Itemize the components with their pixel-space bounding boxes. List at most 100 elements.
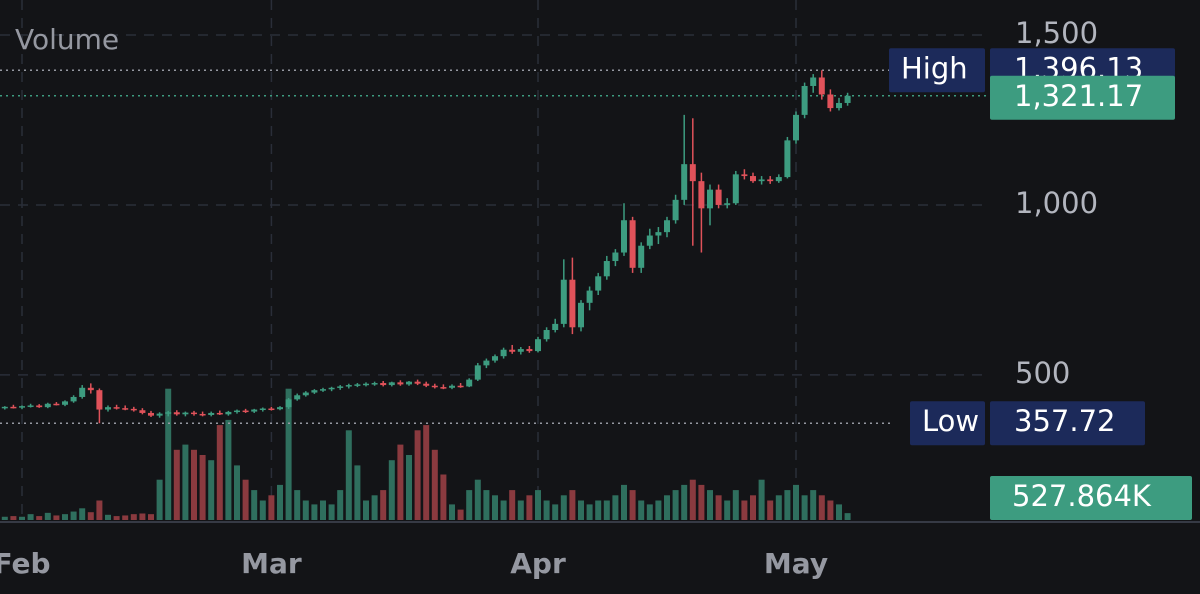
candle-body: [844, 95, 851, 103]
candle-body: [328, 387, 335, 390]
volume-bar: [535, 490, 541, 520]
candle-body: [87, 387, 94, 391]
candle-body: [79, 387, 86, 397]
volume-bar: [10, 516, 17, 520]
candle-body: [208, 412, 215, 415]
candle-body: [664, 220, 670, 233]
volume-bar: [621, 484, 627, 520]
volume-bar: [732, 490, 739, 520]
candle-body: [732, 174, 739, 204]
volume-bar: [36, 516, 43, 520]
candle-body: [698, 181, 705, 209]
volume-bar: [216, 425, 223, 520]
candle-body: [302, 392, 309, 396]
volume-bar: [414, 430, 421, 520]
candle-body: [629, 220, 636, 268]
volume-bar: [767, 500, 774, 520]
candle-body: [182, 412, 189, 415]
y-tick-label: 1,500: [1015, 16, 1098, 50]
volume-bar: [62, 514, 68, 520]
candle-body: [758, 179, 765, 182]
volume-bar: [655, 500, 662, 520]
candle-body: [603, 261, 610, 277]
candle-body: [655, 232, 662, 236]
y-tick-label: 1,000: [1015, 186, 1098, 220]
volume-bar: [320, 500, 326, 520]
candle-body: [715, 189, 722, 205]
volume-bar: [371, 495, 378, 520]
volume-bar: [612, 495, 619, 520]
candle-body: [148, 412, 154, 416]
volume-bar: [492, 495, 498, 520]
candle-body: [191, 412, 197, 415]
volume-bar: [707, 490, 713, 520]
volume-bar: [664, 495, 670, 520]
volume-bar: [681, 484, 688, 520]
volume-bar: [844, 513, 851, 520]
candle-body: [569, 279, 576, 328]
candle-body: [689, 164, 696, 182]
volume-bar: [818, 495, 825, 520]
candle-body: [492, 356, 498, 361]
volume-bar: [388, 460, 395, 520]
candle-body: [165, 412, 172, 414]
candle-body: [156, 413, 163, 416]
candle-body: [784, 140, 791, 178]
volume-bar: [431, 449, 438, 520]
volume-bar: [354, 465, 361, 520]
candle-body: [96, 390, 103, 410]
candle-body: [199, 413, 206, 416]
volume-bar: [19, 516, 25, 520]
candle-body: [397, 382, 404, 385]
volume-bar: [337, 490, 344, 520]
volume-bar: [277, 484, 283, 520]
candle-body: [285, 399, 292, 408]
volume-bar: [191, 449, 197, 520]
volume-bar: [139, 513, 146, 520]
candle-body: [543, 330, 550, 340]
volume-bar: [836, 504, 842, 520]
volume-bar: [53, 515, 60, 520]
candle-body: [320, 389, 326, 391]
candle-body: [380, 383, 387, 386]
volume-bar: [105, 514, 111, 520]
candle-body: [775, 177, 782, 182]
candle-body: [750, 176, 756, 182]
candle-body: [44, 403, 51, 408]
volume-bar: [397, 444, 404, 520]
candle-body: [638, 245, 645, 268]
candle-body: [801, 85, 808, 115]
volume-bar: [113, 516, 120, 520]
candle-body: [234, 410, 240, 413]
candle-body: [793, 114, 799, 141]
candle-body: [767, 179, 774, 182]
last-price-label: 1,321.17: [1014, 79, 1143, 113]
volume-bar: [27, 514, 34, 520]
candle-body: [406, 381, 412, 385]
volume-bar: [569, 490, 576, 520]
candle-body: [53, 403, 60, 406]
volume-bar: [724, 500, 731, 520]
candle-body: [672, 199, 679, 221]
volume-bar: [294, 490, 301, 520]
marker-name-box: [889, 48, 985, 93]
volume-bar: [259, 500, 266, 520]
candle-body: [586, 290, 593, 303]
volume-bar: [199, 455, 206, 520]
candle-body: [414, 381, 421, 384]
volume-bar: [122, 515, 129, 520]
volume-bar: [595, 500, 602, 520]
candle-body: [818, 77, 825, 95]
volume-bar: [457, 509, 464, 520]
marker-value-box: [990, 401, 1145, 446]
x-tick-label: May: [764, 547, 828, 580]
volume-bar: [208, 460, 215, 520]
volume-bar: [406, 455, 412, 520]
volume-bar: [182, 444, 189, 520]
candle-body: [535, 339, 541, 352]
volume-bar: [234, 465, 240, 520]
volume-bar: [70, 511, 77, 520]
volume-bar: [758, 479, 765, 520]
volume-bar: [586, 504, 593, 520]
